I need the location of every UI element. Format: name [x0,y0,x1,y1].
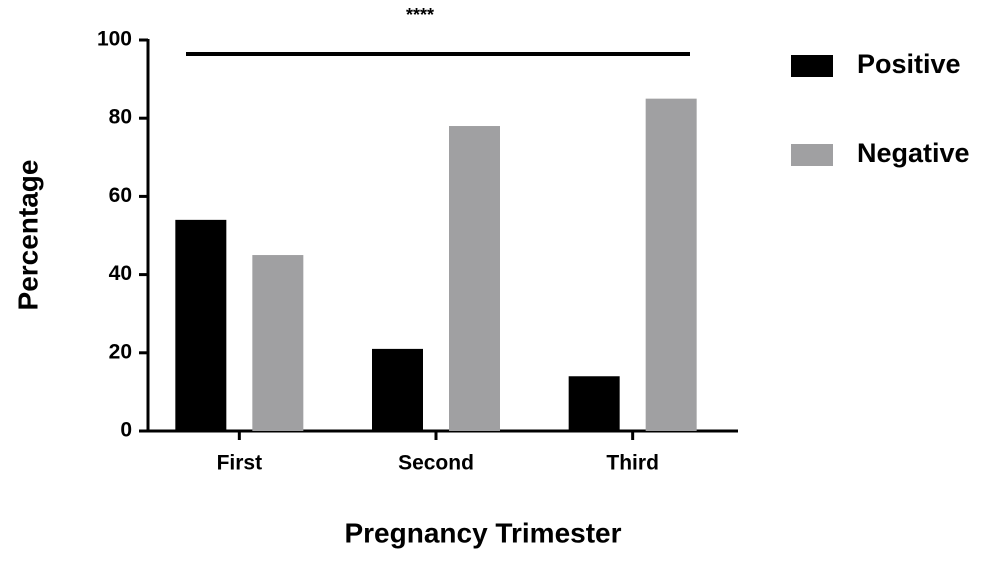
y-tick-label: 80 [109,106,132,129]
bar [449,126,500,432]
y-tick-label: 0 [120,419,132,442]
y-tick-label: 20 [109,340,132,363]
legend-swatch [791,55,833,77]
bar [568,376,620,431]
bar [252,255,304,431]
x-axis-title: Pregnancy Trimester [344,517,621,548]
y-axis-title: Percentage [12,160,43,311]
legend-swatch [791,144,833,166]
significance-label: **** [406,5,434,25]
bar [645,98,697,432]
y-tick-label: 100 [97,28,132,51]
y-tick-label: 60 [109,184,132,207]
x-tick-label: Second [398,452,474,475]
legend-label: Positive [857,49,961,79]
bar [372,348,423,431]
x-tick-label: First [217,452,263,475]
legend-label: Negative [857,138,970,168]
x-tick-label: Third [606,452,659,475]
bar [175,219,227,431]
y-tick-label: 40 [109,262,132,285]
